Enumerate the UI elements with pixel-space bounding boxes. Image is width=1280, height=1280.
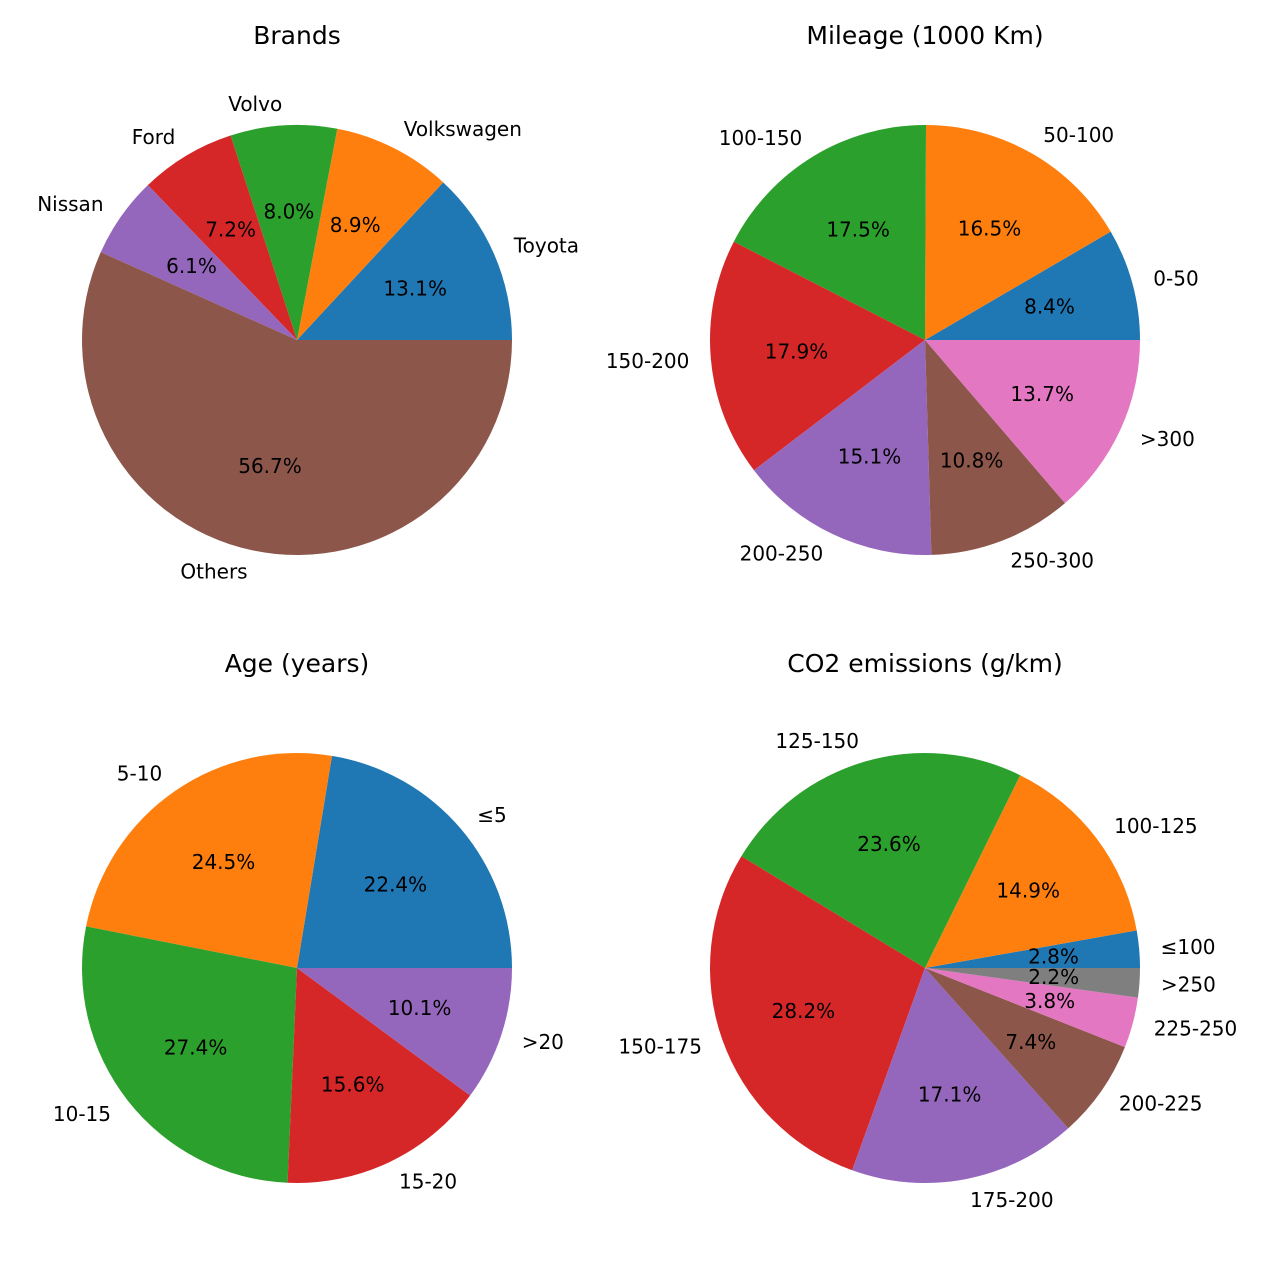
percent-label-toyota: 13.1% xyxy=(383,276,447,300)
category-label-volvo: Volvo xyxy=(228,92,282,116)
pie-labels: 2.8% ≤100 14.9% 100-125 23.6% 125-150 28.2% 150… xyxy=(618,729,1237,1212)
slice-ford xyxy=(147,135,297,340)
pie-labels: 13.1% Toyota 8.9% Volkswagen 8.0% Volvo 7.2% Fo… xyxy=(37,92,579,583)
category-label-100-150: 100-150 xyxy=(719,126,803,150)
percent-label-nissan: 6.1% xyxy=(166,254,217,278)
percent-label-le-5: 22.4% xyxy=(364,873,428,897)
category-label-125-150: 125-150 xyxy=(775,729,859,753)
slice-200-250 xyxy=(753,340,932,555)
slice-100-150 xyxy=(733,124,927,340)
slice-gt-300 xyxy=(925,340,1140,504)
percent-label-175-200: 17.1% xyxy=(918,1083,982,1107)
category-label-gt-250: >250 xyxy=(1161,972,1216,996)
slice-5-10 xyxy=(86,752,332,968)
slice-gt-20 xyxy=(297,968,512,1096)
category-label-le-5: ≤5 xyxy=(477,803,506,827)
slice-150-200 xyxy=(710,241,925,471)
chart-title: Brands xyxy=(253,21,341,50)
category-label-others: Others xyxy=(180,559,247,583)
category-label-le-100: ≤100 xyxy=(1161,935,1216,959)
percent-label-gt-300: 13.7% xyxy=(1010,382,1074,406)
category-label-0-50: 0-50 xyxy=(1153,266,1198,290)
percent-label-15-20: 15.6% xyxy=(321,1072,385,1096)
category-label-5-10: 5-10 xyxy=(117,762,162,786)
percent-label-100-150: 17.5% xyxy=(826,218,890,242)
slice-nissan xyxy=(100,185,298,340)
category-label-250-300: 250-300 xyxy=(1010,549,1094,573)
category-label-150-175: 150-175 xyxy=(618,1035,702,1059)
mileage-pie-chart: Mileage (1000 Km) 8.4% 0-50 16.5% 50-100 17.… xyxy=(606,21,1199,573)
co2-emissions-pie-chart: CO2 emissions (g/km) 2.8% ≤100 14.9% 100-12… xyxy=(618,649,1237,1212)
percent-label-volvo: 8.0% xyxy=(263,199,314,223)
category-label-175-200: 175-200 xyxy=(970,1188,1054,1212)
percent-label-200-250: 15.1% xyxy=(838,444,902,468)
slice-le-5 xyxy=(297,755,512,968)
category-label-nissan: Nissan xyxy=(37,192,103,216)
chart-title: Mileage (1000 Km) xyxy=(806,21,1043,50)
percent-label-0-50: 8.4% xyxy=(1024,294,1075,318)
category-label-10-15: 10-15 xyxy=(53,1102,111,1126)
category-label-100-125: 100-125 xyxy=(1114,814,1198,838)
slice-15-20 xyxy=(287,968,471,1183)
slice-volkswagen xyxy=(297,128,444,340)
percent-label-gt-20: 10.1% xyxy=(388,996,452,1020)
percent-label-volkswagen: 8.9% xyxy=(330,213,381,237)
percent-label-others: 56.7% xyxy=(238,454,302,478)
pie-slices xyxy=(709,752,1140,1184)
slice-100-125 xyxy=(925,775,1137,968)
slice-gt-250 xyxy=(925,968,1140,998)
percent-label-100-125: 14.9% xyxy=(996,879,1060,903)
slice-250-300 xyxy=(925,340,1065,555)
brands-pie-chart: Brands 13.1% Toyota 8.9% Volkswagen 8.0% Volv… xyxy=(37,21,579,583)
category-label-gt-300: >300 xyxy=(1140,427,1195,451)
category-label-toyota: Toyota xyxy=(513,233,579,257)
slice-225-250 xyxy=(925,968,1138,1048)
category-label-volkswagen: Volkswagen xyxy=(404,117,522,141)
slice-10-15 xyxy=(82,926,297,1183)
slice-200-225 xyxy=(925,968,1125,1129)
percent-label-ford: 7.2% xyxy=(205,217,256,241)
percent-label-125-150: 23.6% xyxy=(857,832,921,856)
slice-volvo xyxy=(230,124,338,340)
percent-label-225-250: 3.8% xyxy=(1024,989,1075,1013)
slice-others xyxy=(82,252,512,555)
percent-label-10-15: 27.4% xyxy=(164,1036,228,1060)
percent-label-gt-250: 2.2% xyxy=(1028,965,1079,989)
pie-labels: 8.4% 0-50 16.5% 50-100 17.5% 100-150 17.9% 150-… xyxy=(606,123,1199,572)
category-label-50-100: 50-100 xyxy=(1043,123,1114,147)
category-label-225-250: 225-250 xyxy=(1154,1016,1238,1040)
pie-slices xyxy=(82,752,512,1183)
percent-label-50-100: 16.5% xyxy=(958,216,1022,240)
age-pie-chart: Age (years) 22.4% ≤5 24.5% 5-10 27.4% 10-15 15… xyxy=(53,649,564,1193)
category-label-150-200: 150-200 xyxy=(606,349,690,373)
slice-175-200 xyxy=(852,968,1069,1184)
percent-label-5-10: 24.5% xyxy=(192,850,256,874)
pie-slices xyxy=(82,124,512,555)
slice-50-100 xyxy=(925,125,1111,340)
percent-label-150-175: 28.2% xyxy=(772,999,836,1023)
slice-125-150 xyxy=(741,752,1021,968)
category-label-ford: Ford xyxy=(132,125,176,149)
percent-label-250-300: 10.8% xyxy=(940,448,1004,472)
category-label-15-20: 15-20 xyxy=(399,1169,457,1193)
pie-labels: 22.4% ≤5 24.5% 5-10 27.4% 10-15 15.6% 15-20 10.1… xyxy=(53,762,564,1194)
pie-slices xyxy=(710,124,1140,555)
percent-label-150-200: 17.9% xyxy=(765,339,829,363)
percent-label-200-225: 7.4% xyxy=(1005,1030,1056,1054)
slice-le-100 xyxy=(925,930,1140,968)
category-label-200-250: 200-250 xyxy=(740,542,824,566)
chart-title: Age (years) xyxy=(225,649,370,678)
chart-title: CO2 emissions (g/km) xyxy=(787,649,1062,678)
slice-toyota xyxy=(297,182,512,340)
category-label-gt-20: >20 xyxy=(522,1030,564,1054)
slice-150-175 xyxy=(709,856,925,1171)
slice-0-50 xyxy=(925,231,1140,340)
category-label-200-225: 200-225 xyxy=(1119,1091,1203,1115)
percent-label-le-100: 2.8% xyxy=(1028,945,1079,969)
